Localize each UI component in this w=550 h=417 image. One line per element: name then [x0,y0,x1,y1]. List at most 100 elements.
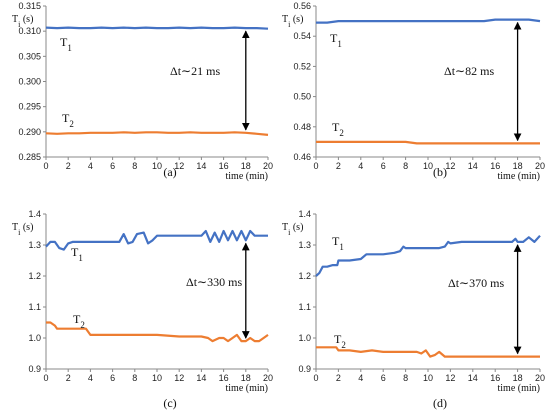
x-tick-label: 14 [196,373,206,383]
x-tick-label: 10 [152,373,162,383]
panel-caption: (c) [163,396,176,410]
y-tick-label: 1.1 [28,302,41,312]
series-label-T2: T2 [334,332,346,350]
y-axis-label: Ti (s) [282,14,303,29]
x-tick-label: 0 [43,373,48,383]
chart-panel-d: 0.9 1.0 1.1 1.2 1.3 1.4 0 2 4 6 8 10 12 14 16 18 20 Ti (s… [282,209,545,410]
y-tick-label: 1.1 [298,302,311,312]
series-line-T1 [45,26,269,30]
x-tick-label: 20 [263,373,273,383]
series-line-T2 [316,140,540,145]
y-tick-label: 1.3 [298,240,311,250]
x-tick-label: 16 [490,161,500,171]
panel-caption: (d) [433,396,447,410]
delta-t-annotation: Δt∼330 ms [186,275,242,289]
series-label-T2: T2 [62,111,74,129]
series-line-T2 [45,131,269,136]
y-axis-label: Ti (s) [12,14,33,29]
y-tick-label: 0.9 [298,364,311,374]
y-tick-label: 1.2 [28,271,41,281]
x-tick-label: 10 [152,161,162,171]
x-tick-label: 12 [174,161,184,171]
x-tick-label: 18 [513,373,523,383]
x-tick-label: 8 [403,161,408,171]
x-tick-label: 6 [110,161,115,171]
y-axis-label: Ti (s) [12,222,33,237]
x-tick-label: 20 [535,161,545,171]
y-tick-label: 0.54 [293,31,311,41]
x-tick-label: 4 [88,373,93,383]
y-tick-label: 1.0 [298,333,311,343]
y-tick-label: 0.50 [293,92,311,102]
y-axis-label: Ti (s) [282,222,303,237]
series-label-T1: T1 [60,35,72,53]
delta-t-annotation: Δt∼21 ms [170,64,220,78]
series-line-T2 [46,321,269,343]
x-tick-label: 18 [513,161,523,171]
series-line-T1 [315,234,541,277]
x-tick-label: 4 [358,161,363,171]
y-tick-label: 0.48 [293,122,311,132]
x-tick-label: 10 [423,161,433,171]
series-line-T1 [316,18,541,24]
x-tick-label: 6 [110,373,115,383]
series-label-T2: T2 [332,120,344,138]
series-line-T1 [45,229,268,251]
x-tick-label: 8 [132,161,137,171]
y-tick-label: 1.3 [28,240,41,250]
x-tick-label: 4 [88,161,93,171]
x-tick-label: 12 [445,373,455,383]
series-label-T2: T2 [73,312,85,330]
x-axis-label: time (min) [226,383,269,394]
y-tick-label: 1.2 [298,271,311,281]
x-tick-label: 12 [445,161,455,171]
y-tick-label: 0.305 [18,51,41,61]
x-tick-label: 4 [358,373,363,383]
x-tick-label: 0 [313,373,318,383]
y-tick-label: 0.52 [293,61,311,71]
y-tick-label: 0.295 [18,102,41,112]
y-tick-label: 0.300 [18,77,41,87]
y-tick-label: 1.0 [28,333,41,343]
x-tick-label: 10 [423,373,433,383]
series-label-T1: T1 [332,234,344,252]
y-tick-label: 0.56 [293,1,311,11]
chart-panel-b: 0.46 0.48 0.50 0.52 0.54 0.56 0 2 4 6 8 10 12 14 16 18 2… [282,1,545,182]
x-tick-label: 2 [66,373,71,383]
y-tick-label: 0.285 [18,152,41,162]
y-tick-label: 0.290 [18,127,41,137]
y-tick-label: 0.9 [28,364,41,374]
x-tick-label: 8 [132,373,137,383]
x-tick-label: 16 [490,373,500,383]
series-label-T1: T1 [330,31,342,49]
delta-t-annotation: Δt∼370 ms [448,276,504,290]
x-tick-label: 16 [219,373,229,383]
x-tick-label: 18 [241,373,251,383]
x-tick-label: 6 [381,161,386,171]
x-tick-label: 2 [66,161,71,171]
x-tick-label: 14 [468,161,478,171]
x-tick-label: 2 [336,373,341,383]
x-tick-label: 14 [196,161,206,171]
x-tick-label: 20 [263,161,273,171]
y-tick-label: 0.46 [293,152,311,162]
x-axis-label: time (min) [498,383,541,394]
y-tick-label: 1.4 [298,209,311,219]
panel-caption: (a) [163,165,176,179]
x-tick-label: 14 [468,373,478,383]
chart-panel-a: 0.285 0.290 0.295 0.300 0.305 0.310 0.315 0 2 4 6 8… [12,1,273,182]
x-tick-label: 6 [381,373,386,383]
x-tick-label: 2 [336,161,341,171]
x-tick-label: 16 [219,161,229,171]
x-tick-label: 18 [241,161,251,171]
delta-t-annotation: Δt∼82 ms [444,64,494,78]
x-axis-label: time (min) [226,171,269,182]
x-tick-label: 12 [174,373,184,383]
y-tick-label: 0.310 [18,26,41,36]
panel-caption: (b) [433,165,447,179]
y-tick-label: 1.4 [28,209,41,219]
y-tick-label: 0.315 [18,1,41,11]
x-tick-label: 20 [535,373,545,383]
chart-panel-c: 0.9 1.0 1.1 1.2 1.3 1.4 0 2 4 6 8 10 12 14 16 18 20 Ti (s… [12,209,273,410]
